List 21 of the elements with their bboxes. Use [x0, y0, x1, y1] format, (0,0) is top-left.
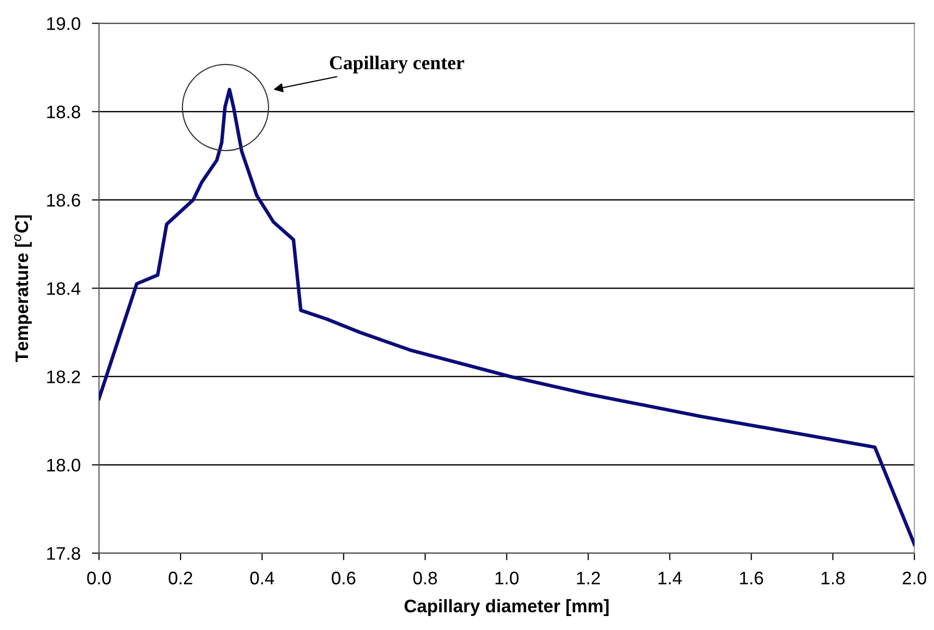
x-tick-label: 0.2 [168, 572, 192, 584]
y-tick-label: 18.2 [47, 370, 80, 384]
annotation: Capillary center [330, 56, 464, 74]
x-axis-title: Capillary diameter [mm] [404, 599, 609, 616]
y-tick-label: 18.6 [47, 194, 80, 207]
x-tick-label: 0.8 [413, 572, 437, 584]
y-axis-title: Temperature [$^{o}$C] [14, 215, 32, 362]
x-tick-label: 1.0 [496, 572, 519, 584]
y-tick-label: 18.0 [47, 458, 80, 472]
x-tick-label: 1.6 [740, 572, 764, 584]
x-tick-label: 0.4 [250, 572, 274, 584]
y-tick-label: 18.4 [47, 282, 80, 295]
y-tick-label: 17.8 [47, 547, 80, 560]
x-tick-label: 1.2 [577, 572, 600, 584]
y-tick-label: 18.8 [47, 106, 80, 118]
y-tick-label: 19.0 [47, 17, 80, 30]
x-tick-label: 1.8 [822, 572, 845, 584]
x-tick-label: 1.4 [658, 572, 682, 584]
x-tick-label: 0.6 [332, 572, 356, 584]
x-tick-label: 2.0 [902, 572, 926, 584]
x-tick-label: 0.0 [87, 572, 111, 584]
